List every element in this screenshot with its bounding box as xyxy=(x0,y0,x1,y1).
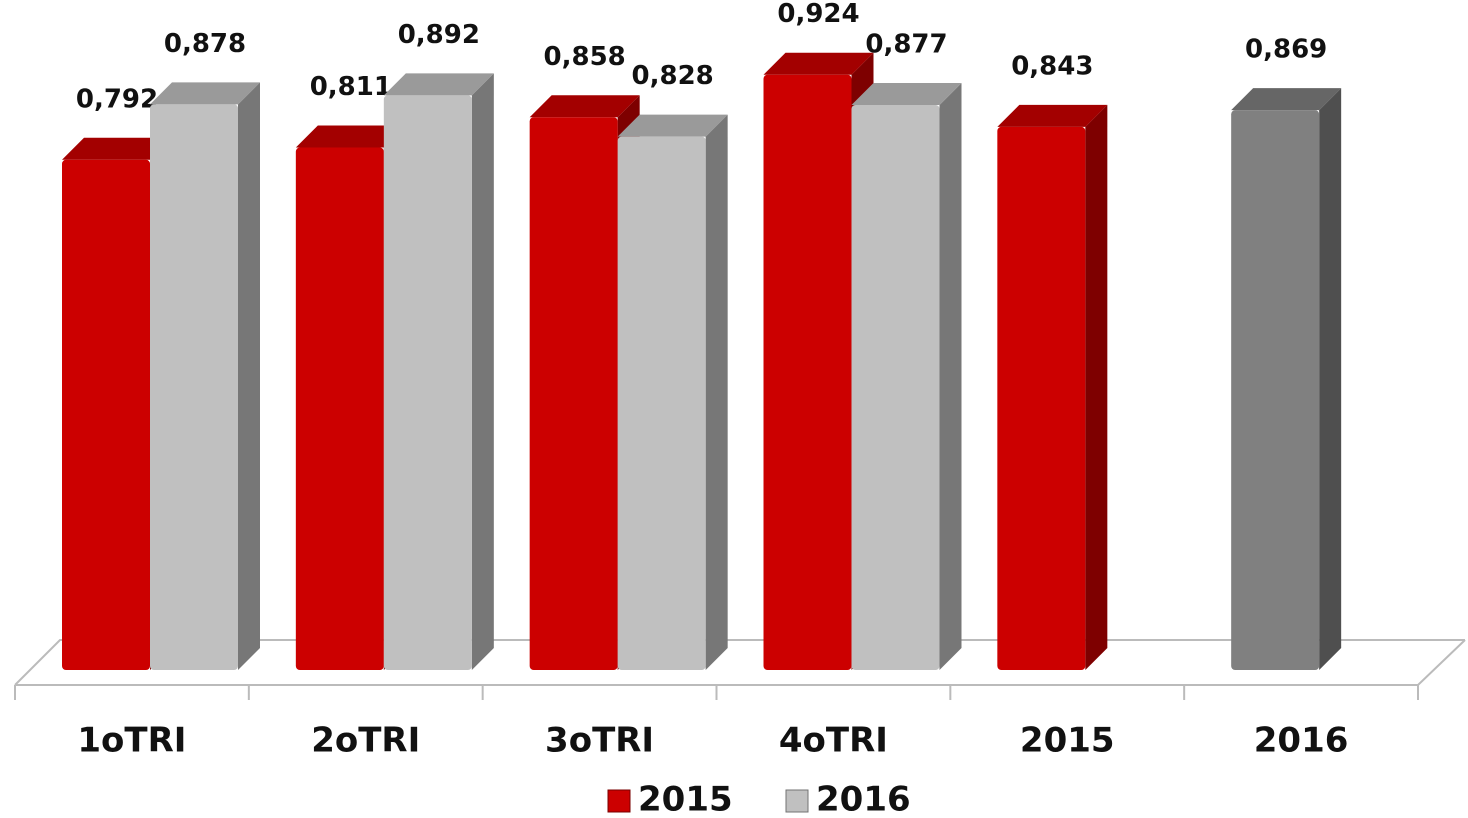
value-label: 0,828 xyxy=(632,61,714,91)
value-label: 0,792 xyxy=(76,84,158,114)
bar-side xyxy=(1319,88,1342,671)
x-tick-label: 4oTRI xyxy=(779,721,888,761)
bar xyxy=(383,73,494,671)
bar-front xyxy=(763,74,852,670)
bar-side xyxy=(471,73,494,671)
x-tick-label: 1oTRI xyxy=(77,721,186,761)
bar-top xyxy=(851,83,962,106)
x-tick-label: 2oTRI xyxy=(311,721,420,761)
x-tick-label: 2015 xyxy=(1020,721,1115,761)
bar-front xyxy=(1231,110,1320,671)
x-tick-label: 3oTRI xyxy=(545,721,654,761)
bar-side xyxy=(1085,104,1108,671)
bar-top xyxy=(763,52,874,75)
bar-top xyxy=(150,82,260,105)
value-label: 0,924 xyxy=(777,0,859,29)
bar-side xyxy=(939,83,962,670)
bar-front xyxy=(150,104,238,671)
floor-back xyxy=(14,639,1465,686)
bar xyxy=(150,82,260,671)
bar-front xyxy=(383,95,472,671)
bar-front xyxy=(997,126,1086,671)
value-label: 0,869 xyxy=(1245,35,1327,65)
bar-top xyxy=(62,137,172,160)
bar-front xyxy=(851,105,940,670)
legend-swatch xyxy=(607,789,631,813)
value-label: 0,843 xyxy=(1011,51,1093,81)
bar-side xyxy=(238,82,260,671)
bar-top xyxy=(617,114,728,137)
legend-label: 2015 xyxy=(638,780,733,818)
bar-top xyxy=(295,125,406,148)
bar-front xyxy=(62,159,150,670)
bar-top xyxy=(383,73,494,96)
bar xyxy=(851,83,962,670)
bar-top xyxy=(1231,88,1342,111)
bar-front xyxy=(295,147,384,671)
legend-label: 2016 xyxy=(816,780,911,818)
bar xyxy=(617,114,728,671)
x-tick-label: 2016 xyxy=(1254,721,1349,761)
legend-swatch xyxy=(785,789,809,813)
value-label: 0,892 xyxy=(398,20,480,50)
value-label: 0,877 xyxy=(865,30,947,60)
bar xyxy=(997,104,1108,671)
bar-top xyxy=(529,95,640,118)
value-label: 0,878 xyxy=(164,29,246,59)
bar-front xyxy=(529,117,618,670)
bar-top xyxy=(997,104,1108,127)
bar xyxy=(1231,88,1342,671)
value-label: 0,858 xyxy=(544,42,626,72)
value-label: 0,811 xyxy=(310,72,392,102)
bar-front xyxy=(617,136,706,671)
bar-side xyxy=(705,114,728,671)
